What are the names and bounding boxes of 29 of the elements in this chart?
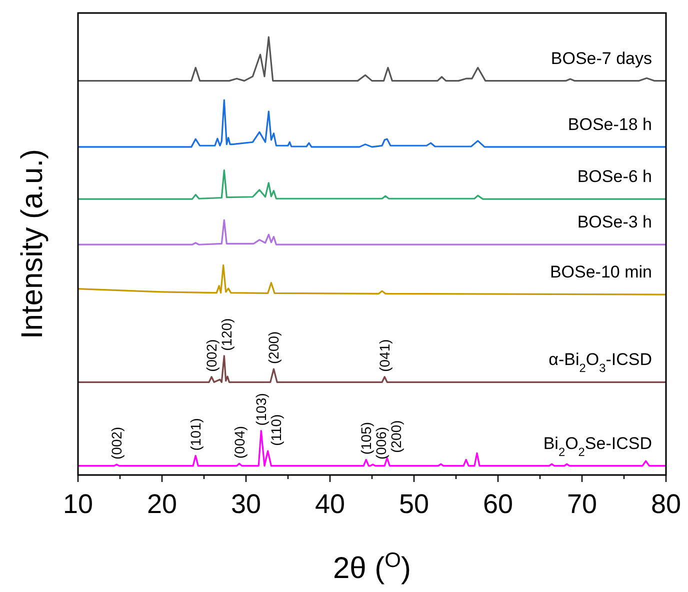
series-label: Bi$_{2}$O$_{2}$Se-ICSD bbox=[543, 434, 652, 459]
annotation: (101) bbox=[188, 418, 204, 451]
x-tick-label: 30 bbox=[230, 489, 262, 519]
annotation: (105) bbox=[358, 422, 374, 455]
x-tick-label: 40 bbox=[314, 489, 346, 519]
x-tick-label: 60 bbox=[482, 489, 514, 519]
series-label: BOSe-6 h bbox=[577, 167, 652, 186]
series-label: BOSe-7 days bbox=[550, 48, 652, 68]
annotation: (041) bbox=[376, 339, 393, 372]
annotation: (200) bbox=[388, 420, 404, 453]
series-label: BOSe-18 h bbox=[568, 114, 652, 134]
y-axis-title: Intensity (a.u.) bbox=[16, 148, 49, 340]
series-label: α-Bi$_{2}$O$_{3}$-ICSD bbox=[548, 350, 652, 376]
x-tick-label: 80 bbox=[650, 489, 682, 519]
annotation: (200) bbox=[266, 331, 282, 364]
annotation: (004) bbox=[231, 426, 248, 459]
x-axis-title: 2θ ($^{O}$) bbox=[332, 548, 412, 585]
x-tick-label: 50 bbox=[398, 489, 430, 519]
series-label: BOSe-10 min bbox=[550, 262, 652, 282]
annotation: (002) bbox=[108, 426, 125, 460]
annotation: (110) bbox=[268, 414, 284, 446]
annotation: (006) bbox=[373, 426, 390, 460]
x-tick-label: 20 bbox=[146, 489, 178, 519]
x-tick-label: 10 bbox=[62, 489, 94, 519]
annotation: (002) bbox=[204, 339, 220, 372]
annotation: (103) bbox=[253, 393, 270, 426]
annotation: (120) bbox=[218, 318, 235, 351]
series-label: BOSe-3 h bbox=[577, 212, 652, 232]
x-tick-label: 70 bbox=[566, 489, 598, 519]
